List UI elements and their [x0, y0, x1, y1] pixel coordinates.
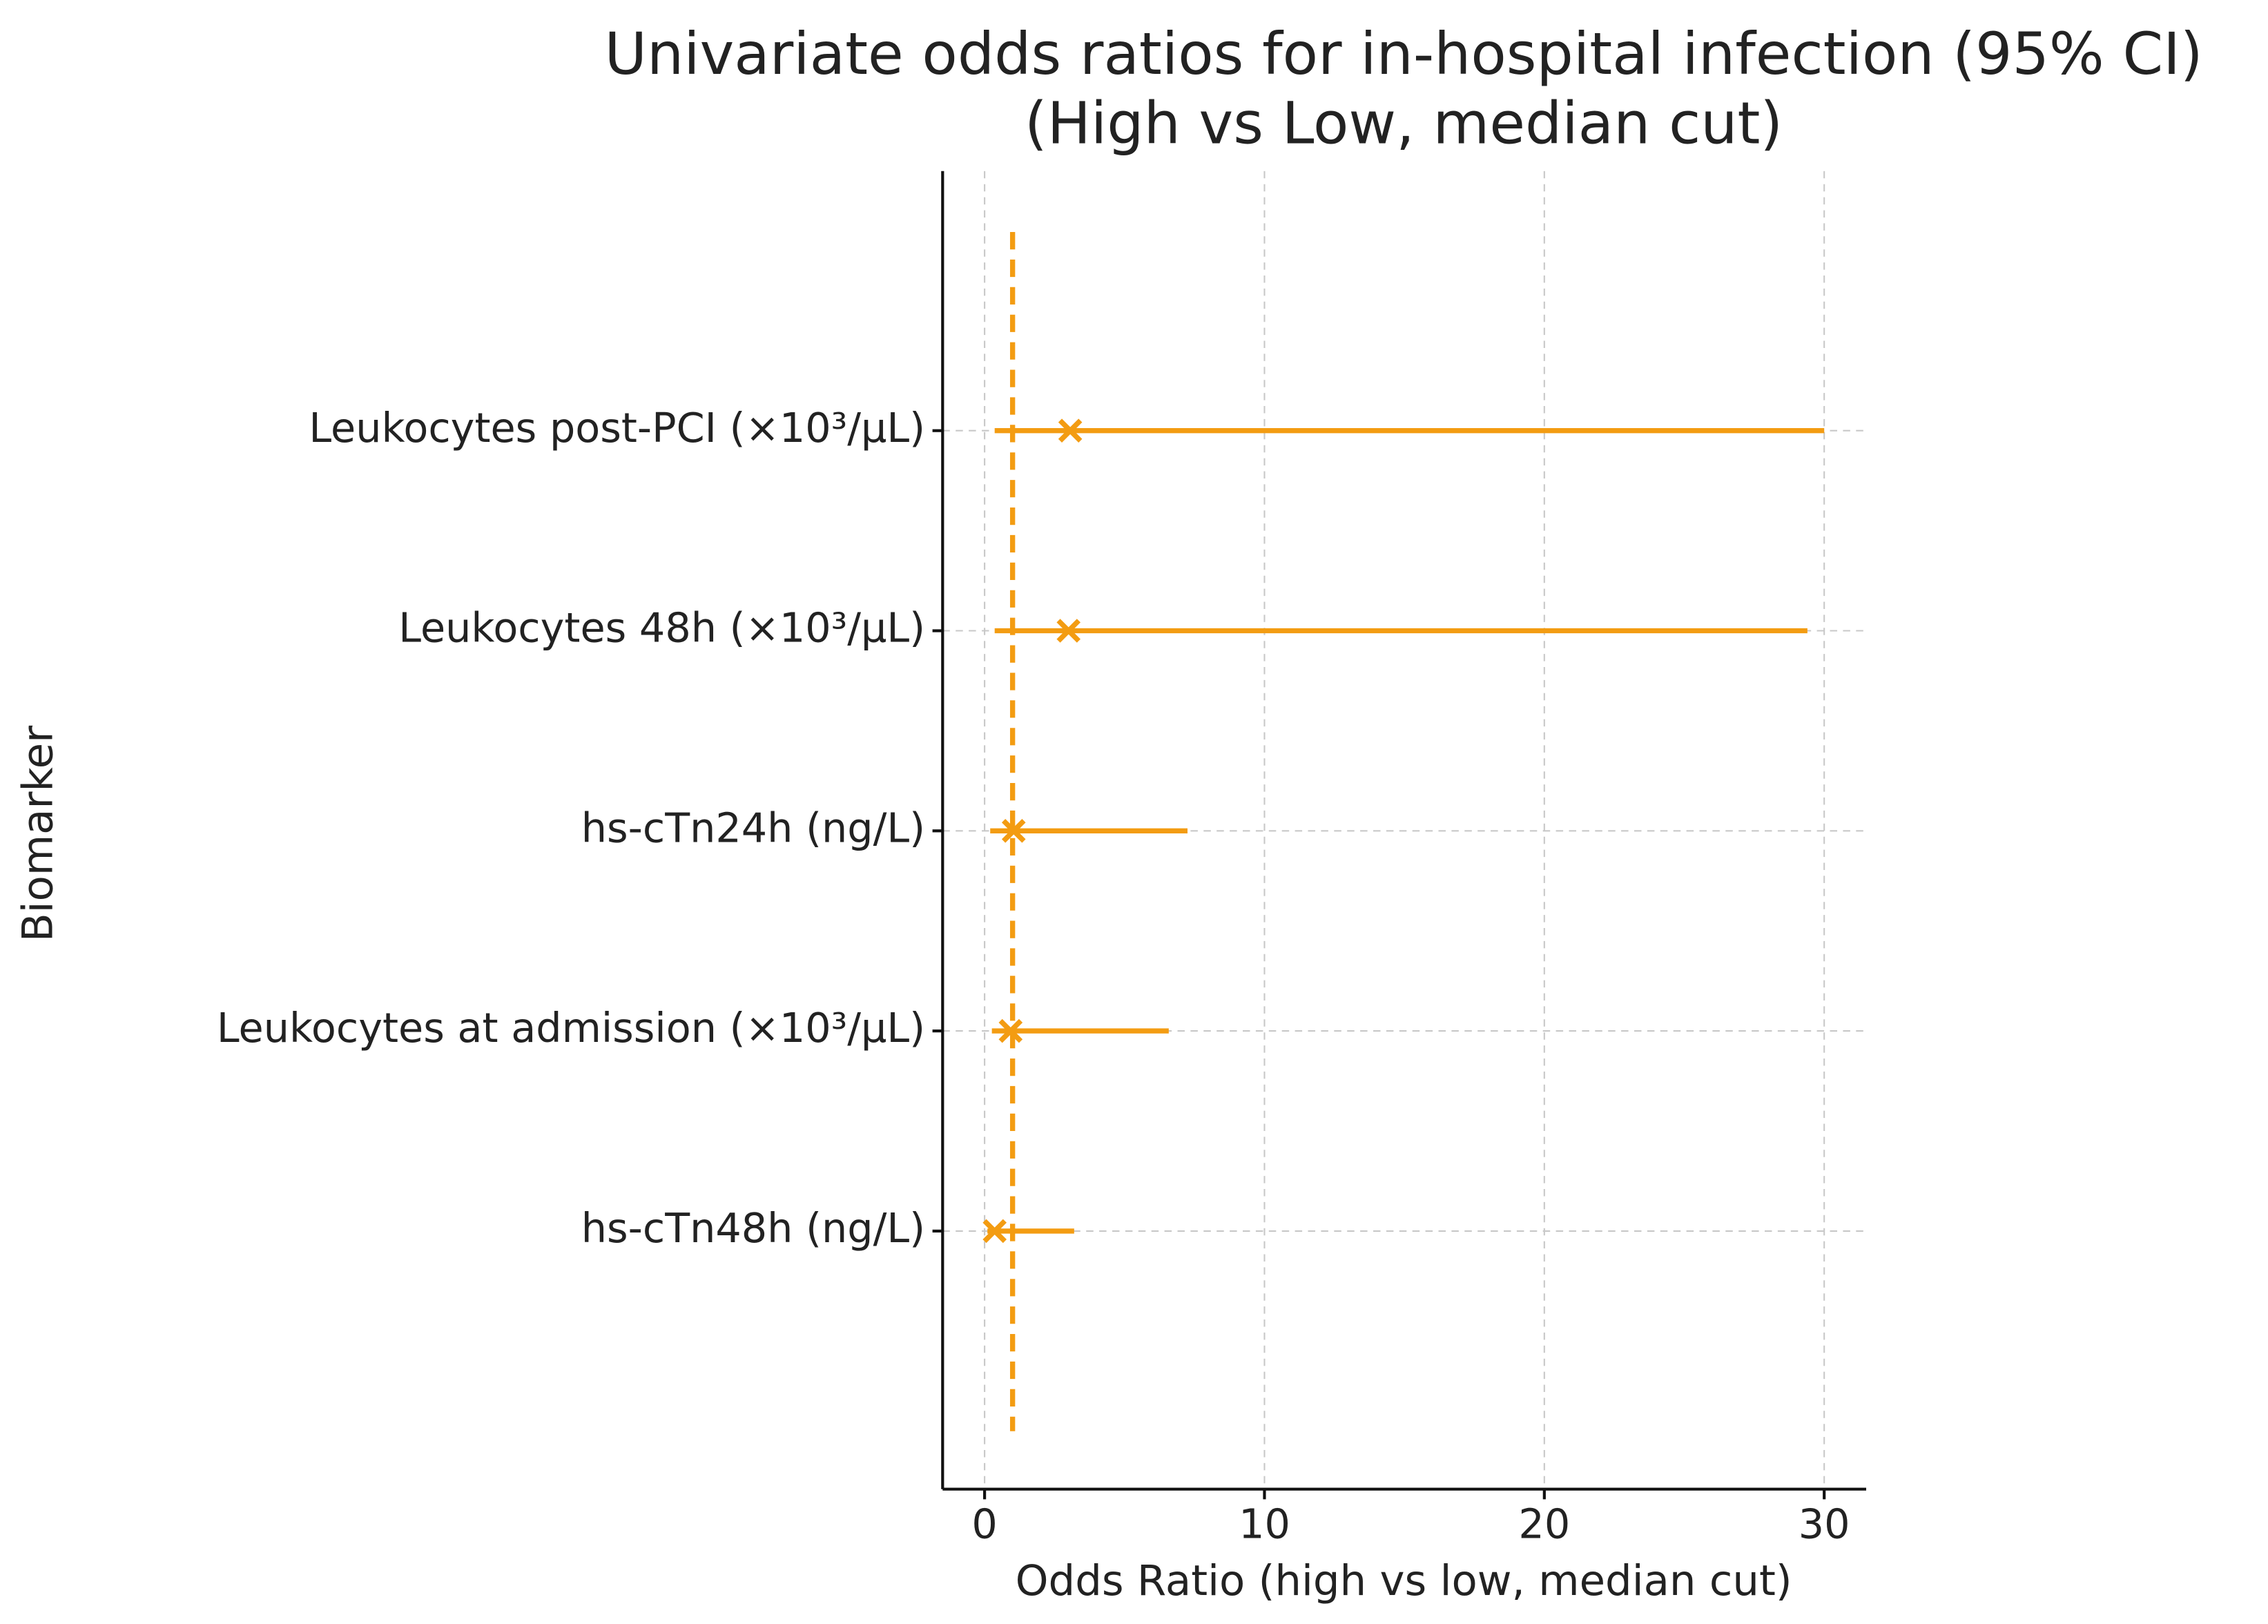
- x-tick-label: 0: [971, 1500, 997, 1547]
- odds-ratio-marker: [1056, 619, 1081, 643]
- y-axis-label: Biomarker: [14, 725, 63, 942]
- x-tick-label: 10: [1239, 1500, 1290, 1547]
- chart-title: Univariate odds ratios for in-hospital i…: [605, 20, 2203, 88]
- odds-ratio-marker: [1058, 418, 1083, 443]
- x-axis-label: Odds Ratio (high vs low, median cut): [1016, 1556, 1792, 1605]
- x-tick-label: 20: [1518, 1500, 1570, 1547]
- odds-ratio-marker: [982, 1219, 1007, 1244]
- x-tick-label: 30: [1799, 1500, 1850, 1547]
- y-tick-label: Leukocytes 48h (×10³/μL): [398, 604, 925, 652]
- y-tick-label: hs-cTn24h (ng/L): [581, 804, 925, 851]
- odds-ratio-marker: [1001, 819, 1026, 843]
- chart-subtitle: (High vs Low, median cut): [1025, 90, 1783, 157]
- y-tick-label: Leukocytes at admission (×10³/μL): [217, 1004, 925, 1052]
- y-tick-label: hs-cTn48h (ng/L): [581, 1204, 925, 1252]
- y-tick-label: Leukocytes post-PCI (×10³/μL): [309, 404, 925, 452]
